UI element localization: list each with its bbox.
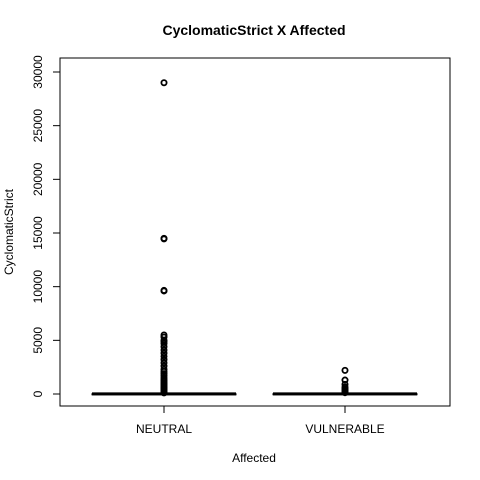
y-tick-label: 15000 (31, 216, 45, 250)
outlier-point (341, 366, 349, 374)
y-tick-label: 20000 (31, 162, 45, 196)
outlier-point (341, 389, 349, 397)
outlier-point (160, 389, 168, 397)
outlier-point (160, 346, 168, 354)
x-axis: NEUTRAL VULNERABLE (136, 406, 385, 436)
box-vulnerable (272, 366, 418, 397)
y-tick-label: 25000 (31, 109, 45, 143)
outlier-point (160, 79, 168, 87)
outlier-point (160, 340, 168, 348)
outlier-point (341, 376, 349, 384)
outlier-point (160, 356, 168, 364)
outlier-point (160, 235, 168, 243)
y-tick-label: 0 (31, 390, 45, 397)
chart-title: CyclomaticStrict X Affected (162, 22, 345, 38)
y-tick-label: 30000 (31, 55, 45, 89)
outlier-point (160, 359, 168, 367)
x-axis-label: Affected (232, 451, 276, 465)
x-tick-label: VULNERABLE (305, 422, 384, 436)
plot-frame (59, 57, 451, 407)
outlier-point (160, 352, 168, 360)
outlier-point (160, 343, 168, 351)
outlier-point (160, 349, 168, 357)
y-tick-label: 10000 (31, 270, 45, 304)
y-axis: 0 5000 10000 15000 20000 25000 30000 (31, 55, 60, 397)
boxes (91, 79, 418, 397)
x-tick-label: NEUTRAL (136, 422, 192, 436)
y-axis-label: CyclomaticStrict (2, 188, 16, 275)
outlier-point (160, 333, 168, 341)
outlier-point (160, 287, 168, 295)
y-tick-label: 5000 (31, 327, 45, 354)
box-neutral (91, 79, 237, 397)
